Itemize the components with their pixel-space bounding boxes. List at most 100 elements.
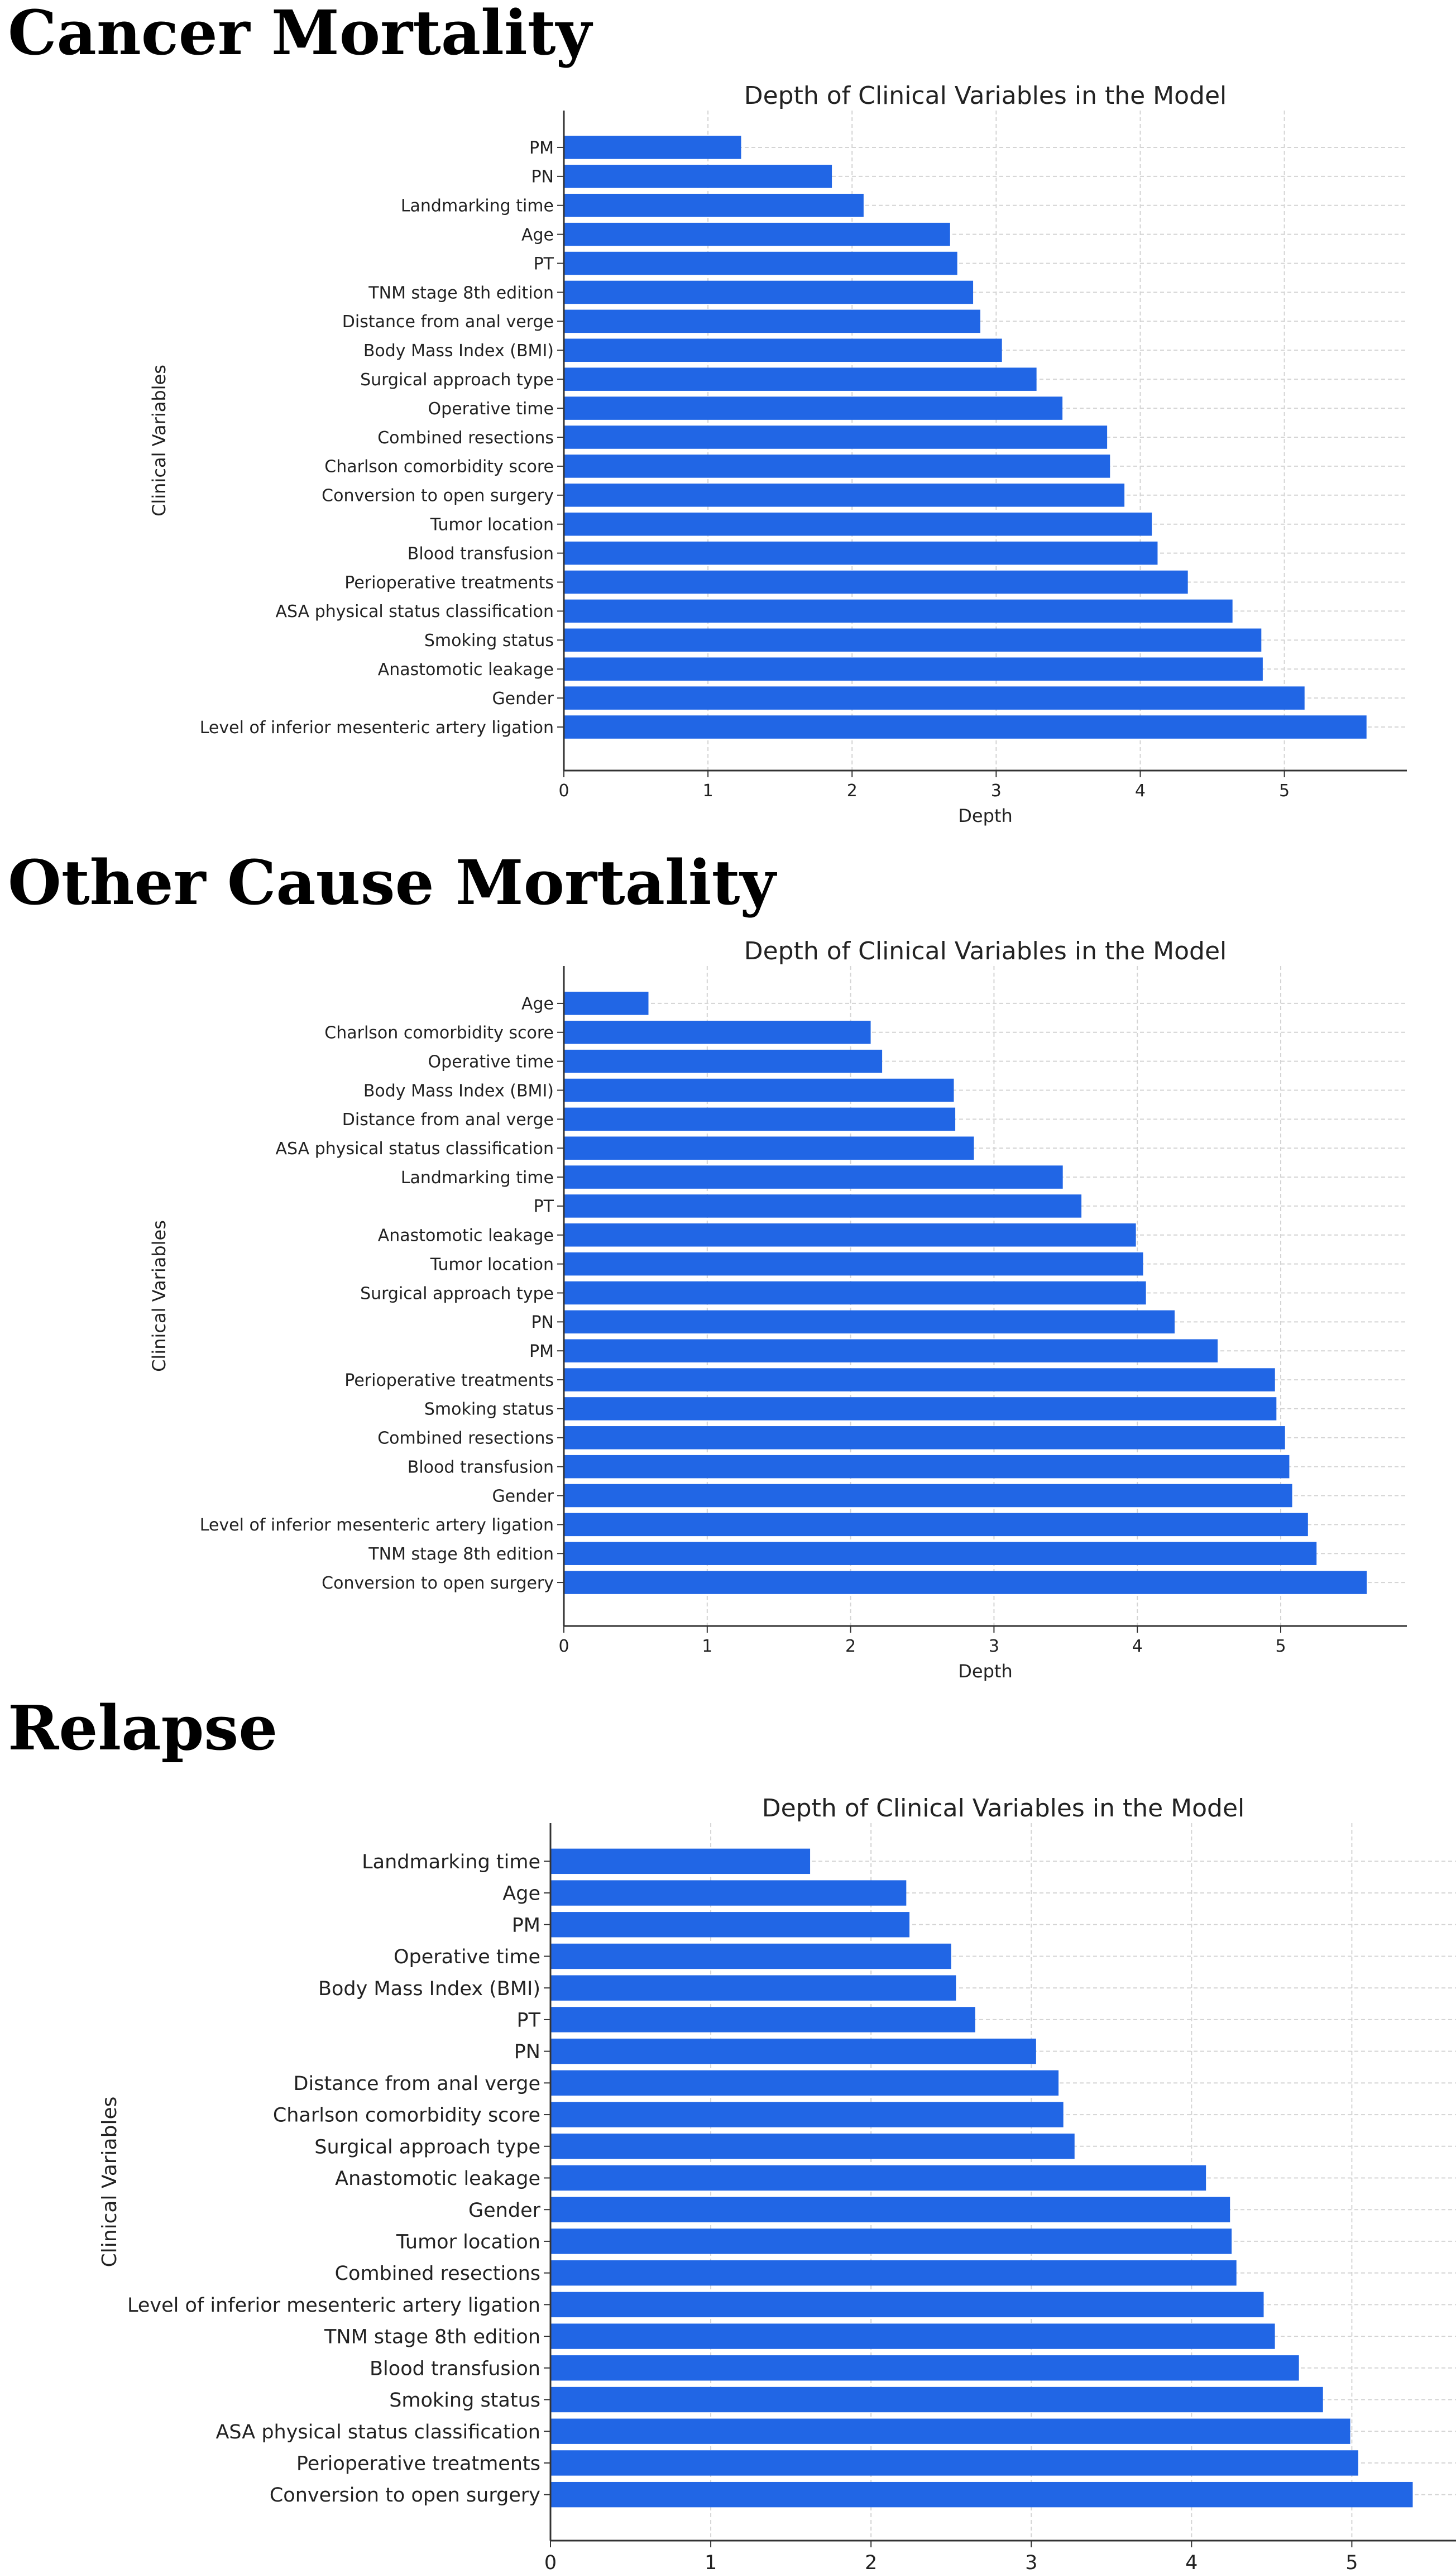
chart0-x-axis-label: Depth: [958, 805, 1012, 826]
chart1-bar-asa-physical-status-classification: [564, 1136, 974, 1160]
chart2-category-label: Age: [502, 1883, 540, 1905]
chart1-category-label: Body Mass Index (BMI): [363, 1081, 554, 1101]
chart1-category-label: TNM stage 8th edition: [368, 1544, 554, 1564]
chart0-category-label: Charlson comorbidity score: [324, 457, 554, 477]
chart1-bar-age: [564, 992, 649, 1015]
chart1-bar-tumor-location: [564, 1252, 1143, 1276]
section-title-other-cause-mortality: Other Cause Mortality: [8, 846, 776, 919]
chart2-category-label: Tumor location: [396, 2231, 540, 2254]
chart0-bar-tumor-location: [564, 512, 1152, 536]
chart1-category-label: Combined resections: [377, 1429, 554, 1448]
chart1-bar-pm: [564, 1339, 1218, 1362]
chart0-category-label: Body Mass Index (BMI): [363, 341, 554, 361]
chart0-tick-label-x: 0: [558, 781, 569, 801]
chart2-bar-perioperative-treatments: [550, 2450, 1358, 2476]
chart2-bar-blood-transfusion: [550, 2355, 1299, 2381]
chart0-category-label: Surgical approach type: [360, 370, 554, 390]
chart1-bar-pn: [564, 1310, 1175, 1334]
chart0-category-label: Tumor location: [430, 515, 554, 535]
chart1-y-axis-label: Clinical Variables: [149, 1220, 170, 1372]
chart1-category-label: Landmarking time: [401, 1168, 554, 1188]
chart-cancer-mortality: Depth of Clinical Variables in the Model…: [149, 82, 1407, 826]
chart0-tick-label-x: 5: [1279, 781, 1290, 801]
chart2-category-label: Distance from anal verge: [294, 2073, 540, 2095]
chart1-bar-perioperative-treatments: [564, 1368, 1275, 1391]
chart1-category-label: Anastomotic leakage: [378, 1226, 554, 1246]
chart1-bar-smoking-status: [564, 1397, 1277, 1421]
chart1-category-label: Distance from anal verge: [342, 1110, 554, 1130]
chart2-bar-combined-resections: [550, 2260, 1237, 2286]
chart0-bar-pt: [564, 251, 957, 275]
chart2-category-label: TNM stage 8th edition: [324, 2326, 540, 2349]
chart0-bar-pn: [564, 165, 832, 188]
chart1-bar-anastomotic-leakage: [564, 1223, 1136, 1247]
chart0-tick-label-x: 3: [991, 781, 1002, 801]
chart2-bar-gender: [550, 2197, 1230, 2222]
chart2-bar-tnm-stage-8th-edition: [550, 2323, 1275, 2349]
chart0-tick-label-x: 1: [703, 781, 713, 801]
chart2-category-label: Landmarking time: [362, 1851, 540, 1873]
chart2-tick-label-x: 2: [865, 2552, 877, 2571]
chart1-bar-landmarking-time: [564, 1165, 1063, 1189]
chart0-bar-perioperative-treatments: [564, 570, 1188, 594]
chart2-category-label: Operative time: [394, 1946, 540, 1968]
chart2-bar-level-of-inferior-mesenteric-artery-ligation: [550, 2292, 1264, 2318]
chart0-category-label: Conversion to open surgery: [322, 486, 554, 506]
chart1-category-label: Smoking status: [424, 1400, 554, 1419]
chart1-tick-label-x: 1: [702, 1637, 712, 1656]
chart0-bar-landmarking-time: [564, 194, 864, 217]
chart2-bar-pm: [550, 1912, 910, 1938]
chart0-bar-body-mass-index-bmi: [564, 338, 1002, 362]
chart1-category-label: Surgical approach type: [360, 1284, 554, 1303]
chart2-tick-label-x: 4: [1185, 2552, 1198, 2571]
chart2-tick-label-x: 5: [1345, 2552, 1358, 2571]
chart-relapse: Depth of Clinical Variables in the Model…: [98, 1794, 1456, 2571]
chart0-bar-conversion-to-open-surgery: [564, 484, 1125, 507]
chart0-bar-asa-physical-status-classification: [564, 599, 1233, 623]
chart1-category-label: ASA physical status classification: [276, 1139, 554, 1159]
chart0-category-label: Perioperative treatments: [344, 573, 554, 592]
chart0-bar-tnm-stage-8th-edition: [564, 280, 974, 304]
chart1-bar-charlson-comorbidity-score: [564, 1021, 871, 1044]
chart0-bar-combined-resections: [564, 425, 1108, 449]
chart0-category-label: Distance from anal verge: [342, 312, 554, 332]
chart0-category-label: PM: [529, 138, 554, 158]
chart1-bar-blood-transfusion: [564, 1455, 1290, 1479]
chart1-tick-label-x: 3: [989, 1637, 999, 1656]
chart0-bar-pm: [564, 136, 741, 159]
chart0-category-label: TNM stage 8th edition: [368, 283, 554, 303]
chart2-category-label: Level of inferior mesenteric artery liga…: [127, 2294, 540, 2317]
chart1-bar-operative-time: [564, 1049, 883, 1073]
chart0-bar-operative-time: [564, 396, 1063, 420]
chart1-category-label: Blood transfusion: [408, 1457, 554, 1477]
chart2-category-label: PT: [517, 2010, 541, 2032]
chart2-bar-anastomotic-leakage: [550, 2165, 1206, 2191]
chart0-category-label: Combined resections: [377, 428, 554, 448]
chart2-category-label: Perioperative treatments: [296, 2453, 540, 2475]
chart0-category-label: Landmarking time: [401, 197, 554, 216]
chart2-bar-conversion-to-open-surgery: [550, 2481, 1413, 2508]
chart-other-cause-mortality: Depth of Clinical Variables in the Model…: [149, 937, 1407, 1681]
chart0-bar-smoking-status: [564, 628, 1262, 652]
chart2-bar-distance-from-anal-verge: [550, 2070, 1059, 2096]
chart1-bar-surgical-approach-type: [564, 1281, 1146, 1305]
chart1-tick-label-x: 2: [845, 1637, 856, 1656]
chart0-category-label: Level of inferior mesenteric artery liga…: [200, 718, 554, 738]
chart0-bar-anastomotic-leakage: [564, 657, 1263, 681]
chart2-title: Depth of Clinical Variables in the Model: [762, 1794, 1245, 1823]
chart1-category-label: Charlson comorbidity score: [324, 1024, 554, 1043]
chart1-category-label: Gender: [492, 1486, 554, 1506]
chart1-bar-tnm-stage-8th-edition: [564, 1542, 1317, 1565]
chart1-category-label: PT: [534, 1197, 554, 1217]
section-title-cancer-mortality: Cancer Mortality: [8, 0, 592, 69]
chart2-bar-asa-physical-status-classification: [550, 2418, 1350, 2444]
chart2-category-label: Combined resections: [335, 2263, 540, 2285]
chart2-bar-tumor-location: [550, 2228, 1232, 2254]
chart1-category-label: Conversion to open surgery: [322, 1574, 554, 1593]
chart0-bar-gender: [564, 686, 1305, 710]
chart1-bar-body-mass-index-bmi: [564, 1078, 954, 1102]
chart1-bar-pt: [564, 1194, 1082, 1218]
chart0-category-label: Anastomotic leakage: [378, 660, 554, 680]
chart2-category-label: Surgical approach type: [314, 2136, 540, 2158]
chart2-bar-smoking-status: [550, 2387, 1323, 2413]
